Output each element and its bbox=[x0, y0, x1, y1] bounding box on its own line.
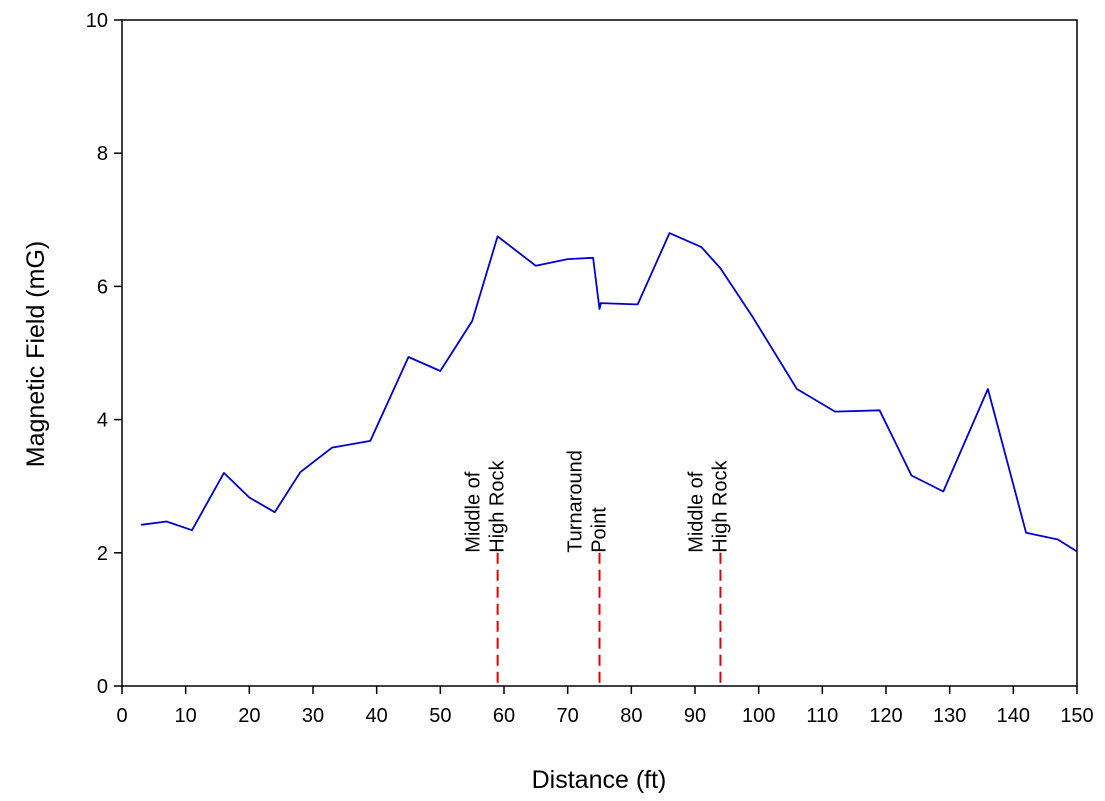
plot-frame bbox=[121, 19, 1078, 687]
x-tick-label: 70 bbox=[557, 705, 579, 727]
x-tick-label: 120 bbox=[869, 705, 902, 727]
y-tick-label: 8 bbox=[97, 143, 108, 165]
marker-label: Middle of bbox=[463, 471, 485, 553]
plot-area: 0 10 20 30 40 50 60 70 80 90 100 110 120 130 140 150 0 2 4… bbox=[86, 10, 1094, 727]
x-tick-label: 140 bbox=[997, 705, 1030, 727]
y-tick-label: 2 bbox=[97, 543, 108, 565]
y-tick-label: 4 bbox=[97, 410, 108, 432]
x-tick-label: 100 bbox=[742, 705, 775, 727]
x-tick-label: 60 bbox=[493, 705, 515, 727]
x-tick-label: 40 bbox=[366, 705, 388, 727]
x-tick-label: 130 bbox=[933, 705, 966, 727]
marker-label: Middle of bbox=[686, 471, 708, 553]
marker-label: Turnaround bbox=[565, 450, 587, 553]
x-tick-label: 150 bbox=[1060, 705, 1093, 727]
y-tick-label: 0 bbox=[97, 676, 108, 698]
marker-label: High Rock bbox=[487, 460, 509, 553]
x-tick-label: 110 bbox=[806, 705, 838, 727]
x-tick-label: 0 bbox=[116, 705, 127, 727]
x-tick-label: 50 bbox=[429, 705, 451, 727]
x-axis-title: Distance (ft) bbox=[532, 766, 667, 794]
marker-label: High Rock bbox=[710, 460, 732, 553]
y-tick-label: 10 bbox=[86, 10, 108, 32]
x-tick-label: 30 bbox=[302, 705, 324, 727]
x-tick-label: 80 bbox=[620, 705, 642, 727]
series-line bbox=[140, 232, 1078, 553]
x-tick-label: 20 bbox=[238, 705, 260, 727]
y-axis-title: Magnetic Field (mG) bbox=[22, 241, 50, 467]
y-tick-label: 6 bbox=[97, 276, 108, 298]
x-tick-label: 10 bbox=[175, 705, 197, 727]
marker-label: Point bbox=[589, 507, 611, 553]
x-tick-label: 90 bbox=[684, 705, 706, 727]
